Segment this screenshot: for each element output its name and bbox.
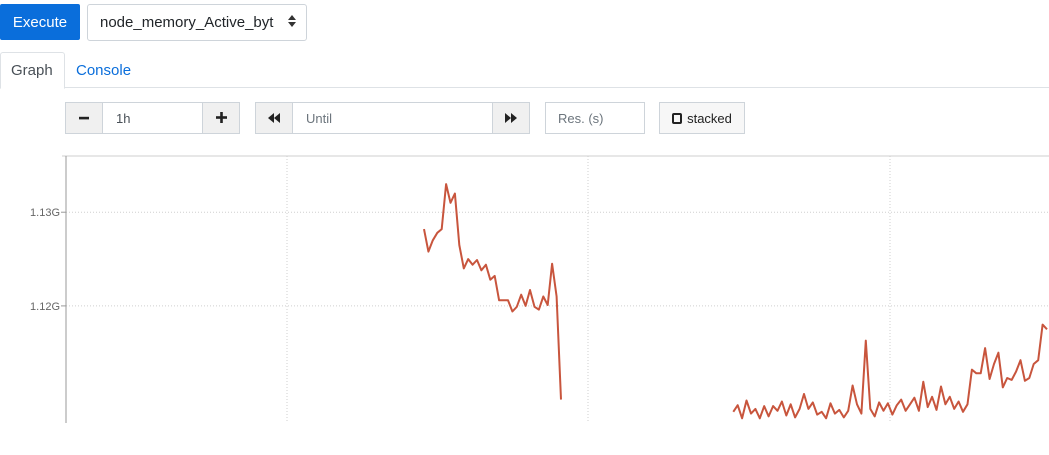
tab-console[interactable]: Console <box>76 61 132 79</box>
increase-range-button[interactable] <box>202 102 240 134</box>
metric-select[interactable]: node_memory_Active_byt <box>87 4 307 41</box>
y-tick-label: 1.12G <box>30 301 60 313</box>
y-tick-label: 1.13G <box>30 207 60 219</box>
plus-icon <box>215 110 227 126</box>
decrease-range-button[interactable] <box>65 102 103 134</box>
sort-caret-icon <box>286 15 296 30</box>
series-line-segment <box>732 323 1048 420</box>
backward-button[interactable] <box>255 102 293 134</box>
until-input[interactable]: Until <box>292 102 493 134</box>
tab-graph[interactable]: Graph <box>0 52 65 89</box>
tab-bar: Graph Console <box>0 52 1049 89</box>
metric-select-value: node_memory_Active_byt <box>100 14 274 31</box>
stacked-label: stacked <box>687 110 732 126</box>
backward-icon <box>268 110 280 126</box>
checkbox-icon <box>672 112 683 124</box>
execute-button[interactable]: Execute <box>0 4 80 40</box>
graph-chart: 1.13G 1.12G <box>30 155 1049 423</box>
stacked-toggle-button[interactable]: stacked <box>659 102 745 134</box>
until-placeholder: Until <box>306 110 333 126</box>
range-input-value: 1h <box>116 110 131 126</box>
forward-button[interactable] <box>492 102 530 134</box>
resolution-input[interactable]: Res. (s) <box>545 102 645 134</box>
range-input[interactable]: 1h <box>102 102 203 134</box>
resolution-placeholder: Res. (s) <box>558 110 604 126</box>
series-line-segment <box>423 183 562 400</box>
forward-icon <box>505 110 517 126</box>
minus-icon <box>79 110 89 126</box>
